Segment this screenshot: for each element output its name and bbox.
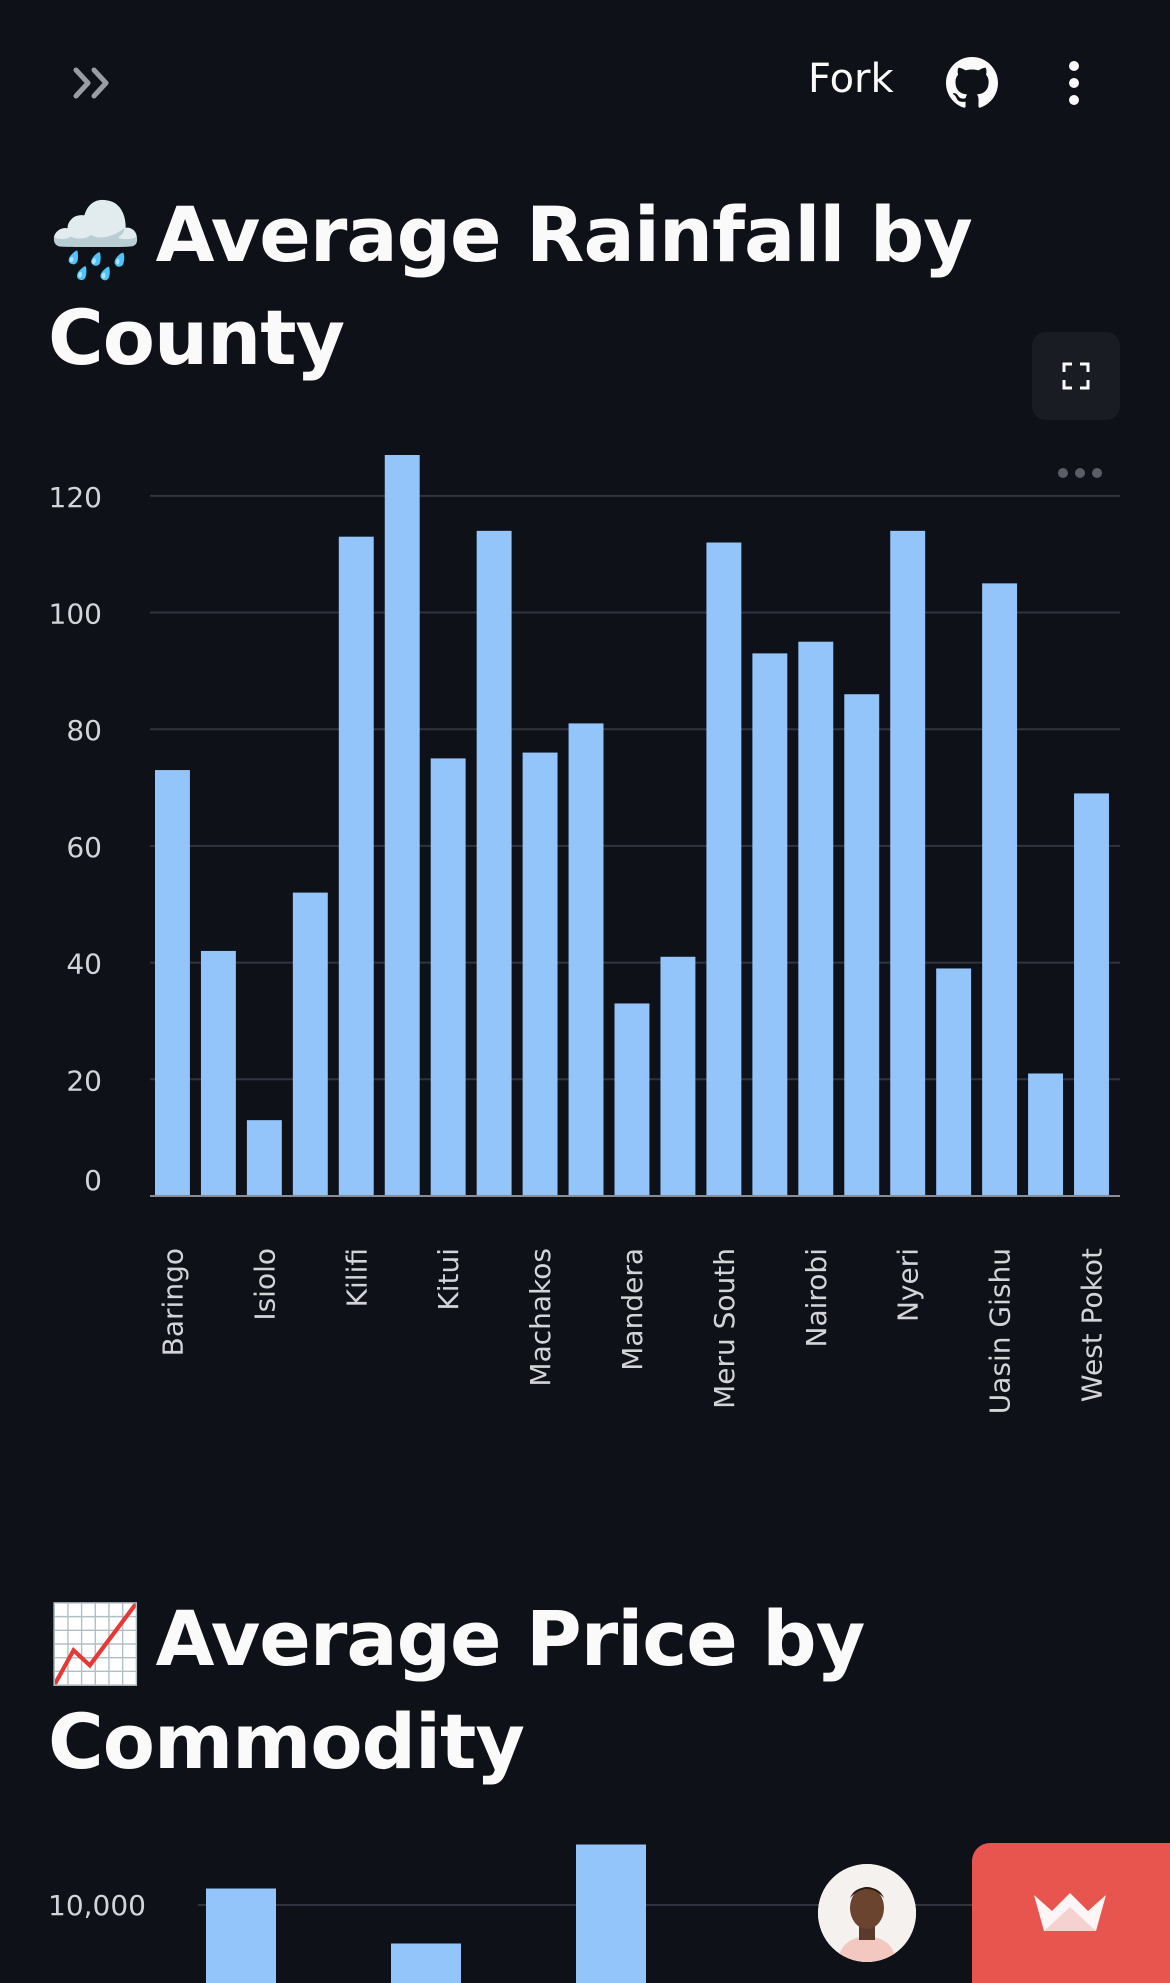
y-tick-label: 80 xyxy=(66,714,102,747)
x-tick-label: Uasin Gishu xyxy=(984,1248,1017,1414)
y-tick-label: 100 xyxy=(49,598,102,631)
price-bar-chart: 10,000 xyxy=(48,1844,1120,1983)
bar-kwale[interactable] xyxy=(476,530,512,1196)
streamlit-badge[interactable] xyxy=(972,1843,1170,1983)
bar-kitui[interactable] xyxy=(430,758,466,1196)
bar-nakuru[interactable] xyxy=(844,694,880,1196)
fullscreen-button[interactable] xyxy=(1032,332,1120,420)
bar-uasin-gishu[interactable] xyxy=(982,583,1018,1196)
x-tick-label: West Pokot xyxy=(1076,1248,1109,1402)
bar-mombasa[interactable] xyxy=(752,653,788,1196)
price-title: Average Price by Commodity xyxy=(48,1594,865,1786)
top-toolbar: Fork xyxy=(0,0,1170,162)
x-tick-label: Machakos xyxy=(524,1248,557,1387)
bar-isiolo[interactable] xyxy=(246,1120,282,1196)
price-heading: 📈 Average Price by Commodity xyxy=(48,1590,1048,1791)
chart-more-icon[interactable] xyxy=(1055,463,1105,483)
y-tick-label: 20 xyxy=(66,1064,102,1097)
bar-machakos[interactable] xyxy=(522,752,558,1196)
x-tick-label: Nairobi xyxy=(800,1248,833,1347)
chart-increasing-icon: 📈 xyxy=(48,1599,143,1688)
bar-west-pokot[interactable] xyxy=(1074,793,1109,1196)
rainfall-title: Average Rainfall by County xyxy=(48,190,973,382)
rainfall-bar-chart: 0 20 40 60 80 100 120 Baringo Isiolo Kilifi Kitui M… xyxy=(49,455,1120,1414)
y-tick-label: 10,000 xyxy=(48,1889,146,1922)
double-chevron-right-icon[interactable] xyxy=(70,58,120,108)
bar-meru-south[interactable] xyxy=(706,542,742,1196)
y-tick-label: 40 xyxy=(66,948,102,981)
bar-baringo[interactable] xyxy=(155,770,190,1196)
bar-kilifi[interactable] xyxy=(338,536,374,1196)
avatar[interactable] xyxy=(818,1864,916,1962)
rain-cloud-icon: 🌧️ xyxy=(48,195,143,284)
y-tick-label: 60 xyxy=(66,831,102,864)
github-icon[interactable] xyxy=(946,57,998,109)
bar-mandera[interactable] xyxy=(614,1003,650,1196)
bar-bungoma[interactable] xyxy=(200,950,236,1196)
bar-nairobi[interactable] xyxy=(798,641,834,1196)
x-tick-label: Baringo xyxy=(156,1248,189,1356)
bar-nyeri[interactable] xyxy=(890,530,926,1196)
rainfall-heading: 🌧️ Average Rainfall by County xyxy=(48,186,1170,387)
price-bar[interactable] xyxy=(576,1844,646,1983)
bar-wajir[interactable] xyxy=(1028,1073,1064,1196)
bar-turkana[interactable] xyxy=(936,968,972,1196)
user-avatar-icon xyxy=(818,1864,916,1962)
y-tick-label: 120 xyxy=(49,481,102,514)
y-tick-label: 0 xyxy=(84,1164,102,1197)
x-tick-label: Kilifi xyxy=(340,1248,373,1307)
x-tick-label: Meru South xyxy=(708,1248,741,1409)
bar-makueni[interactable] xyxy=(568,723,604,1196)
crown-icon xyxy=(1034,1893,1106,1931)
fork-button[interactable]: Fork xyxy=(808,56,894,102)
x-tick-label: Kitui xyxy=(432,1248,465,1311)
bar-kakamega[interactable] xyxy=(292,892,328,1196)
x-tick-label: Isiolo xyxy=(248,1248,281,1321)
x-tick-label: Mandera xyxy=(616,1248,649,1371)
bar-marsabit[interactable] xyxy=(660,956,696,1196)
bar-kisumu[interactable] xyxy=(384,455,420,1196)
x-tick-label: Nyeri xyxy=(892,1248,925,1322)
price-bar[interactable] xyxy=(206,1888,276,1983)
fullscreen-icon xyxy=(1062,362,1090,390)
vertical-dots-icon[interactable] xyxy=(1062,58,1086,108)
price-bar[interactable] xyxy=(391,1943,461,1983)
